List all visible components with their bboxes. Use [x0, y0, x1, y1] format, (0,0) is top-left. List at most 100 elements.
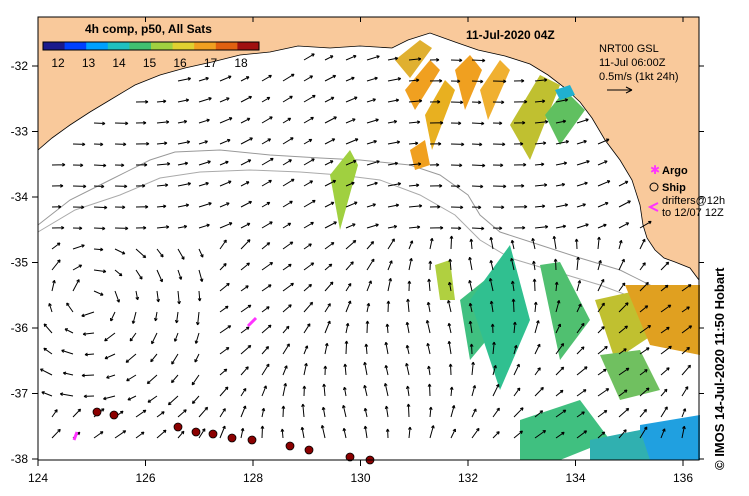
- current-arrow-icon: [639, 325, 652, 334]
- current-arrow-icon: [553, 258, 558, 271]
- current-arrow-icon: [534, 320, 540, 334]
- current-arrow-icon: [303, 301, 314, 313]
- current-arrow-icon: [324, 263, 333, 271]
- current-arrow-icon: [261, 138, 272, 145]
- current-arrow-icon: [366, 203, 376, 208]
- current-arrow-icon: [531, 237, 536, 250]
- current-arrow-icon: [64, 328, 74, 334]
- current-arrow-icon: [429, 141, 442, 146]
- current-arrow-icon: [303, 221, 314, 229]
- current-arrow-icon: [198, 140, 208, 145]
- current-arrow-icon: [303, 283, 312, 292]
- current-arrow-icon: [471, 205, 482, 210]
- current-arrow-icon: [303, 262, 315, 271]
- current-arrow-icon: [576, 280, 582, 292]
- current-arrow-icon: [681, 346, 690, 355]
- current-arrow-icon: [450, 142, 465, 147]
- current-arrow-icon: [408, 120, 421, 125]
- current-vectors: [39, 53, 693, 439]
- current-arrow-icon: [576, 322, 585, 334]
- current-arrow-icon: [660, 261, 670, 271]
- current-arrow-icon: [597, 236, 601, 250]
- current-arrow-icon: [408, 257, 413, 271]
- current-arrow-icon: [429, 237, 434, 250]
- current-arrow-icon: [303, 323, 311, 334]
- current-arrow-icon: [51, 162, 66, 167]
- current-arrow-icon: [471, 184, 484, 189]
- current-arrow-icon: [114, 184, 128, 189]
- current-arrow-icon: [532, 278, 537, 292]
- lat-tick-label: -35: [11, 256, 29, 270]
- current-arrow-icon: [219, 117, 233, 124]
- current-arrow-icon: [59, 392, 74, 397]
- legend-drifters-1: drifters@12h: [662, 195, 725, 207]
- current-arrow-icon: [72, 205, 85, 210]
- current-arrow-icon: [219, 138, 231, 145]
- current-arrow-icon: [597, 409, 608, 418]
- current-arrow-icon: [429, 225, 444, 230]
- current-arrow-icon: [492, 205, 505, 210]
- current-arrow-icon: [471, 142, 483, 147]
- drifter-track-2: [72, 431, 79, 441]
- current-arrow-icon: [156, 99, 167, 104]
- current-arrow-icon: [345, 118, 356, 124]
- current-arrow-icon: [366, 302, 371, 313]
- scale-arrow-icon: [607, 86, 633, 94]
- ship-marker: [227, 433, 237, 443]
- current-arrow-icon: [129, 332, 137, 342]
- current-arrow-icon: [618, 389, 628, 397]
- current-arrow-icon: [219, 202, 230, 208]
- current-arrow-icon: [167, 395, 179, 406]
- current-arrow-icon: [555, 342, 565, 355]
- current-arrow-icon: [282, 241, 294, 250]
- current-arrow-icon: [72, 226, 83, 231]
- current-arrow-icon: [345, 300, 352, 313]
- current-arrow-icon: [261, 284, 272, 292]
- current-arrow-icon: [261, 363, 270, 376]
- current-arrow-icon: [126, 374, 137, 382]
- current-arrow-icon: [468, 256, 473, 271]
- drifter-track-1: [246, 316, 258, 328]
- current-arrow-icon: [174, 311, 179, 324]
- current-arrow-icon: [492, 341, 496, 355]
- current-arrow-icon: [366, 223, 379, 229]
- current-arrow-icon: [425, 319, 431, 334]
- colorbar-ticks: 12 13 14 15 16 17 18: [51, 56, 248, 70]
- current-arrow-icon: [429, 99, 441, 104]
- current-arrow-icon: [342, 404, 347, 418]
- current-arrow-icon: [343, 363, 348, 376]
- current-arrow-icon: [576, 118, 589, 124]
- current-arrow-icon: [618, 348, 627, 355]
- ship-marker: [285, 441, 295, 451]
- lat-tick-label: -38: [11, 452, 29, 466]
- current-arrow-icon: [534, 204, 546, 209]
- current-arrow-icon: [72, 408, 82, 418]
- current-arrow-icon: [387, 277, 392, 292]
- current-arrow-icon: [261, 179, 272, 187]
- current-arrow-icon: [303, 362, 308, 376]
- current-arrow-icon: [366, 98, 376, 103]
- current-arrow-icon: [282, 222, 292, 229]
- current-arrow-icon: [555, 140, 570, 145]
- current-arrow-icon: [240, 76, 250, 82]
- current-arrow-icon: [471, 408, 477, 418]
- current-arrow-icon: [81, 311, 95, 318]
- current-arrow-icon: [345, 76, 355, 82]
- current-arrow-icon: [51, 279, 56, 292]
- ship-positions: [92, 407, 375, 465]
- current-arrow-icon: [450, 121, 462, 126]
- current-arrow-icon: [240, 405, 247, 418]
- current-arrow-icon: [324, 320, 331, 334]
- current-arrow-icon: [261, 96, 271, 103]
- current-arrow-icon: [219, 305, 229, 313]
- current-arrow-icon: [639, 408, 647, 418]
- current-arrow-icon: [492, 100, 505, 105]
- current-arrow-icon: [534, 183, 548, 187]
- current-arrow-icon: [469, 238, 474, 250]
- current-arrow-icon: [597, 431, 606, 439]
- current-arrow-icon: [322, 383, 327, 397]
- current-arrow-icon: [511, 298, 516, 313]
- current-arrow-icon: [386, 300, 391, 313]
- current-arrow-icon: [198, 223, 210, 229]
- current-arrow-icon: [597, 201, 609, 208]
